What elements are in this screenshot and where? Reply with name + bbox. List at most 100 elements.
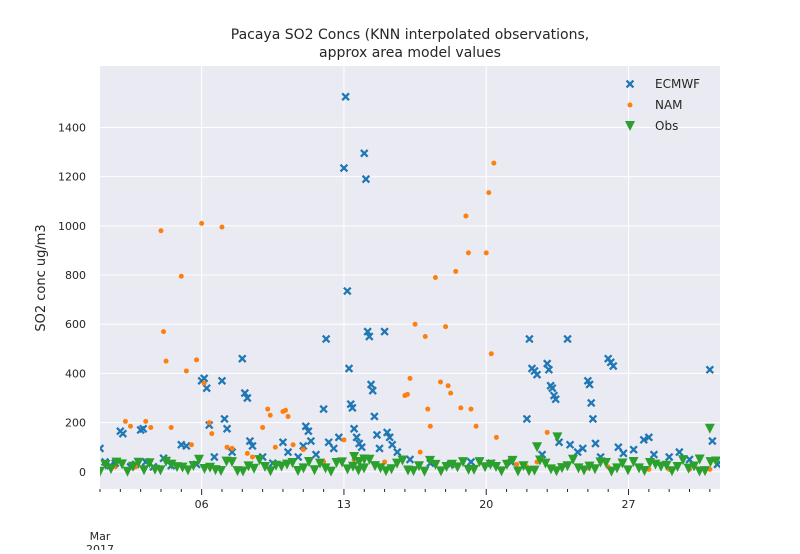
obs-point <box>381 466 391 477</box>
y-tick-label: 0 <box>79 466 86 479</box>
obs-point <box>529 465 540 476</box>
ecmwf-point <box>321 334 331 344</box>
obs-point <box>386 464 397 475</box>
obs-point <box>634 463 644 474</box>
obs-point <box>254 455 265 466</box>
ecmwf-point <box>551 395 560 404</box>
obs-point <box>535 455 545 466</box>
obs-point <box>672 461 683 472</box>
obs-point <box>408 466 419 477</box>
obs-point <box>260 461 270 472</box>
ecmwf-point <box>348 403 357 413</box>
ecmwf-point <box>664 452 674 462</box>
nam-point <box>491 160 497 166</box>
ecmwf-point <box>334 433 344 442</box>
nam-point <box>445 383 451 389</box>
legend-marker-ecmwf <box>625 79 635 89</box>
nam-point <box>427 423 433 429</box>
series-nam <box>102 160 713 472</box>
ecmwf-point <box>548 383 557 393</box>
obs-point <box>700 466 710 477</box>
legend-label-obs: Obs <box>655 119 678 133</box>
obs-point <box>447 459 457 470</box>
nam-point <box>199 220 205 226</box>
nam-point <box>206 420 212 426</box>
obs-point <box>562 461 573 472</box>
x-tick-label: 13 <box>337 498 351 511</box>
ecmwf-point <box>299 441 308 451</box>
x-axis-ticks: 06 13 20 27 <box>99 489 711 511</box>
nam-point <box>486 190 492 196</box>
legend-label-nam: NAM <box>655 98 683 112</box>
obs-point <box>282 459 292 470</box>
obs-point <box>293 466 303 477</box>
nam-point <box>425 406 431 412</box>
obs-point <box>469 464 479 475</box>
ecmwf-point <box>349 424 359 433</box>
obs-point <box>623 465 633 476</box>
ecmwf-point <box>341 92 350 101</box>
ecmwf-point <box>525 334 534 344</box>
nam-point <box>417 449 423 455</box>
ecmwf-point <box>199 374 209 383</box>
ecmwf-point <box>375 444 384 453</box>
ecmwf-point <box>222 424 232 433</box>
y-tick-label: 1200 <box>58 171 86 184</box>
obs-point <box>359 454 370 465</box>
obs-point <box>249 463 259 474</box>
legend-marker-obs <box>625 121 635 131</box>
nam-point <box>224 444 230 450</box>
ecmwf-point <box>393 447 402 457</box>
ecmwf-point <box>614 442 623 452</box>
y-tick-label: 1400 <box>58 121 86 134</box>
obs-point <box>320 463 331 474</box>
series-obs <box>100 423 720 477</box>
ecmwf-point <box>100 444 105 453</box>
ecmwf-point <box>329 444 338 453</box>
obs-point <box>397 455 408 466</box>
ecmwf-point <box>217 376 227 385</box>
obs-point <box>117 459 127 470</box>
ecmwf-point <box>361 174 371 184</box>
ecmwf-point <box>357 442 366 452</box>
nam-point <box>178 273 184 279</box>
ecmwf-point <box>245 436 255 446</box>
ecmwf-point <box>675 447 684 457</box>
obs-point <box>183 465 193 476</box>
ecmwf-point <box>306 436 316 446</box>
obs-point <box>392 458 402 469</box>
nam-point <box>265 406 271 412</box>
nam-point <box>453 268 459 274</box>
obs-point <box>579 465 589 476</box>
obs-point <box>139 465 149 476</box>
nam-point <box>122 418 128 424</box>
ecmwf-point <box>182 441 191 451</box>
ecmwf-point <box>629 445 638 454</box>
nam-point <box>229 445 235 451</box>
nam-point <box>404 391 410 397</box>
obs-point <box>287 457 298 468</box>
ecmwf-point <box>352 433 361 442</box>
nam-point <box>219 224 225 230</box>
nam-point <box>458 405 464 411</box>
x-year-label: 2017 <box>86 543 114 550</box>
obs-point <box>557 463 567 474</box>
obs-point <box>227 457 237 468</box>
obs-point <box>458 457 468 468</box>
ecmwf-point <box>619 449 628 458</box>
obs-point <box>298 463 309 474</box>
obs-point <box>315 458 325 469</box>
ecmwf-point <box>311 450 321 459</box>
legend: ECMWF NAM Obs <box>625 77 700 133</box>
obs-point <box>551 466 562 477</box>
obs-point <box>474 457 485 468</box>
ecmwf-point <box>588 414 598 424</box>
ecmwf-point <box>380 327 389 336</box>
obs-point <box>419 466 430 477</box>
nam-point <box>285 413 291 419</box>
legend-marker-nam <box>627 102 633 108</box>
obs-point <box>375 463 386 474</box>
obs-point <box>216 466 226 477</box>
obs-point <box>532 442 543 453</box>
ecmwf-point <box>370 412 379 421</box>
